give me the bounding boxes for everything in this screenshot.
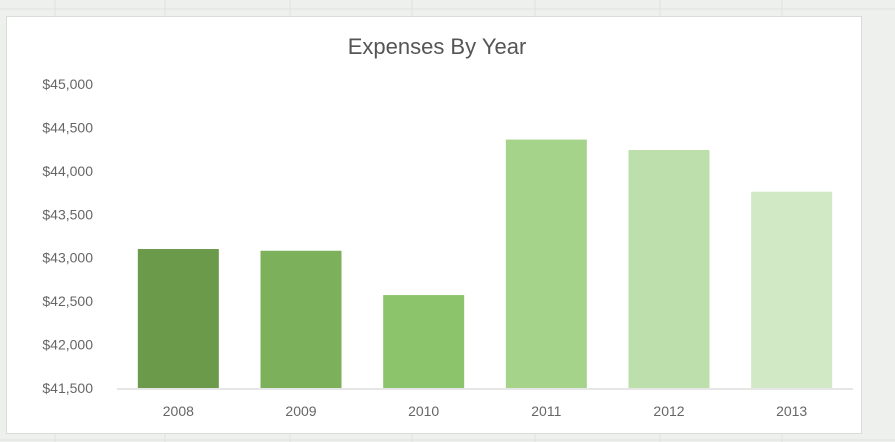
x-axis: 2008 2009 2010 2011 2012 2013	[163, 403, 808, 419]
y-axis: $41,500 $42,000 $42,500 $43,000 $43,500 $44,0…	[42, 76, 93, 396]
y-tick-label: $44,000	[42, 163, 93, 179]
bar-2012[interactable]	[628, 150, 710, 388]
y-tick-label: $42,000	[42, 337, 93, 353]
bar-2008[interactable]	[137, 249, 219, 388]
bar-2013[interactable]	[751, 191, 833, 388]
x-tick-label: 2012	[653, 403, 684, 419]
x-tick-label: 2011	[531, 403, 561, 419]
bar-chart: Expenses By Year $41,500$42,000$42,500$4…	[42, 34, 853, 419]
bar-2010[interactable]	[383, 295, 465, 388]
y-tick-label: $41,500	[42, 380, 93, 396]
x-tick-label: 2010	[408, 403, 439, 419]
x-tick-label: 2008	[163, 403, 194, 419]
y-tick-label: $44,500	[42, 119, 93, 135]
y-tick-label: $45,000	[42, 76, 93, 92]
chart-container[interactable]: Expenses By Year $41,500 $42,000 $42,500 $4…	[6, 16, 862, 434]
bar-series	[137, 139, 833, 388]
y-tick-label: $43,000	[42, 250, 93, 266]
y-tick-label: $43,500	[42, 206, 93, 222]
bar-2009[interactable]	[260, 250, 342, 388]
chart-title: Expenses By Year	[348, 34, 527, 59]
x-tick-label: 2013	[776, 403, 807, 419]
bar-2011[interactable]	[505, 139, 587, 388]
x-tick-label: 2009	[285, 403, 316, 419]
y-tick-label: $42,500	[42, 293, 93, 309]
